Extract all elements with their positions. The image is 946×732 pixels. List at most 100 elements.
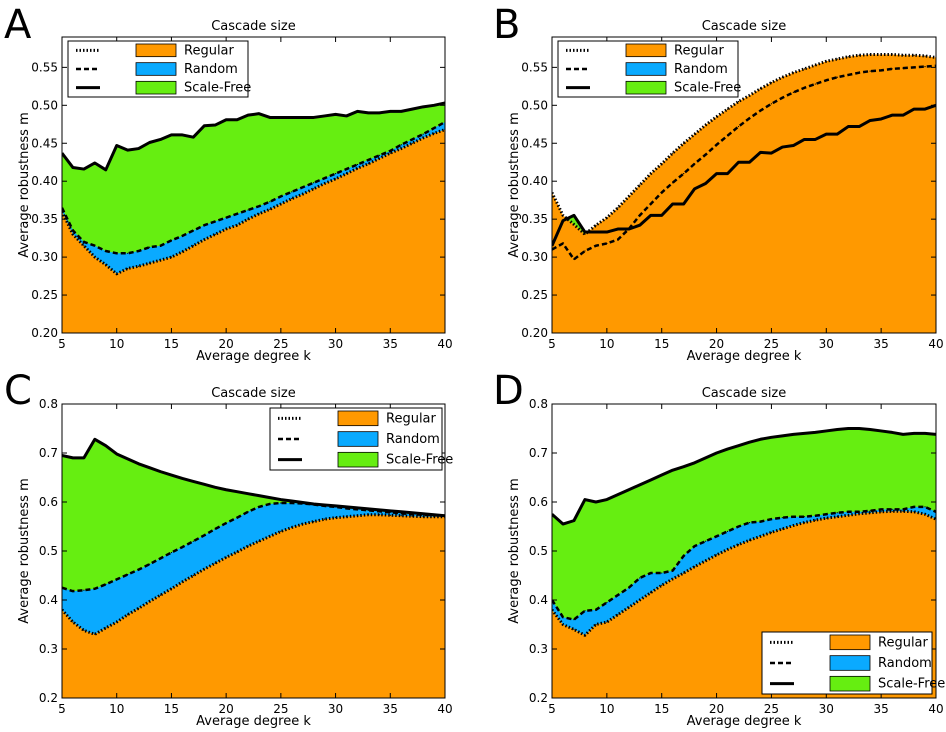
data-point [345, 173, 348, 175]
y-tick-label: 0.40 [521, 174, 548, 188]
data-point [422, 106, 424, 108]
data-point [847, 427, 849, 430]
data-point [781, 435, 784, 437]
legend: Regular Random Scale-Free [269, 407, 453, 471]
x-tick-label: 5 [58, 702, 66, 716]
y-tick-label: 0.45 [31, 136, 58, 150]
data-point [913, 108, 915, 110]
series-line-scale-free [552, 427, 936, 526]
data-point [880, 430, 882, 432]
data-point [606, 242, 608, 245]
y-tick-label: 0.2 [529, 691, 548, 705]
data-point [891, 68, 893, 70]
data-point [726, 173, 729, 175]
y-tick-label: 0.7 [39, 446, 58, 460]
x-tick-label: 15 [164, 702, 179, 716]
data-point [595, 609, 597, 611]
panel-letter: B [493, 2, 520, 48]
data-point [411, 512, 413, 514]
data-point [737, 100, 740, 103]
data-point [94, 633, 96, 635]
data-point [280, 502, 282, 504]
data-point [792, 144, 794, 147]
data-point [138, 607, 140, 609]
data-point [83, 629, 85, 631]
data-point [913, 432, 915, 434]
data-point [803, 432, 805, 434]
data-point [628, 195, 630, 197]
data-point [650, 214, 652, 216]
data-point [334, 505, 337, 507]
data-point [705, 560, 707, 562]
data-point [880, 53, 882, 56]
data-point [356, 163, 359, 166]
data-point [562, 523, 564, 525]
data-point [83, 168, 85, 170]
data-point [236, 224, 238, 226]
data-point [127, 573, 129, 576]
data-point [72, 621, 74, 623]
y-axis-label: Average robustness m [17, 112, 32, 257]
plot-frame [61, 36, 446, 334]
data-point [72, 457, 74, 459]
data-point [573, 223, 575, 226]
data-point [814, 138, 816, 141]
data-point [116, 144, 118, 147]
series-points-random [62, 121, 445, 254]
data-point [913, 506, 915, 508]
data-point [650, 203, 652, 205]
data-point [291, 191, 293, 193]
data-point [192, 480, 194, 483]
data-point [770, 152, 773, 154]
data-point [617, 207, 619, 209]
data-point [836, 516, 838, 518]
data-point [302, 193, 304, 195]
data-point [400, 110, 402, 112]
data-point [280, 195, 282, 197]
data-point [83, 589, 85, 591]
data-point [924, 506, 926, 508]
series-points-random [552, 506, 936, 621]
data-point [127, 614, 129, 616]
data-point [389, 152, 391, 154]
data-point [247, 511, 249, 513]
data-point [280, 498, 282, 501]
data-point [781, 146, 784, 148]
data-point [628, 587, 630, 589]
legend-color-patch [337, 410, 379, 427]
data-point [705, 154, 707, 156]
data-point [781, 517, 784, 519]
data-point [902, 67, 904, 69]
data-point [138, 147, 140, 150]
y-tick-label: 0.25 [31, 288, 58, 302]
data-point [792, 524, 794, 527]
data-point [72, 229, 74, 232]
data-point [726, 135, 729, 137]
data-point [792, 433, 794, 435]
data-point [672, 203, 674, 205]
data-point [411, 108, 413, 110]
x-tick-label: 10 [599, 702, 614, 716]
legend-label: Random [184, 62, 238, 77]
data-point [225, 489, 227, 491]
data-point [902, 114, 904, 116]
data-point [825, 517, 827, 519]
data-point [562, 242, 564, 245]
data-point [672, 152, 674, 154]
line-layer [62, 437, 445, 636]
data-point [803, 138, 805, 141]
data-point [661, 191, 663, 194]
data-point [313, 116, 315, 119]
data-point [628, 489, 630, 491]
data-point [715, 452, 718, 454]
data-point [814, 431, 816, 434]
x-tick-label: 5 [548, 702, 556, 716]
data-point [705, 124, 707, 126]
data-point [847, 514, 849, 516]
data-point [389, 514, 391, 516]
data-point [302, 523, 304, 525]
data-point [214, 562, 216, 564]
data-point [781, 76, 784, 78]
legend-color-patch [337, 451, 379, 468]
panel-letter: D [493, 368, 524, 414]
